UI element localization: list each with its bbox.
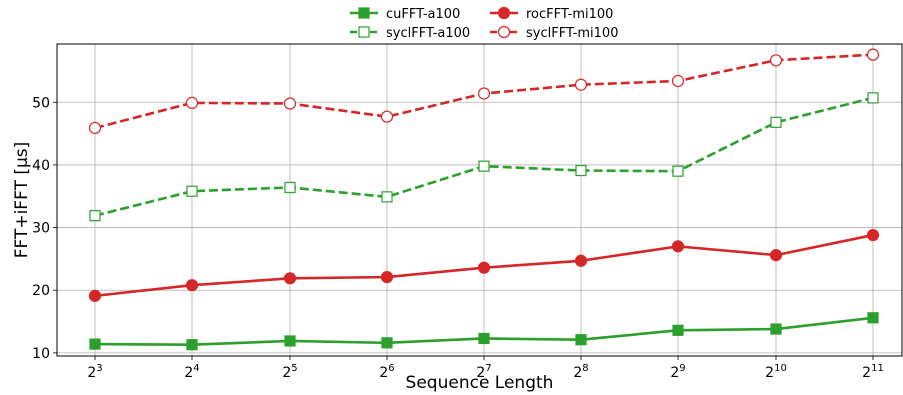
legend-item: cuFFT-a100 [350,7,460,22]
data-point [283,97,297,110]
data-point [867,92,879,104]
legend-item: rocFFT-mi100 [490,6,613,22]
series-cuFFT-a100 [89,312,879,351]
x-tick-label: 210 [765,363,787,381]
legend-marker [358,7,370,19]
x-tick-label: 27 [476,363,491,381]
data-point [284,181,296,194]
y-axis-ticks: 10 20 30 40 50 [32,95,57,362]
data-point [672,324,684,336]
x-axis-ticks: 23 24 25 26 27 28 29 210 211 [87,356,884,381]
data-point [88,289,102,302]
data-point [185,279,199,292]
legend-item: syclFFT-mi100 [490,25,618,41]
legend-marker [358,26,370,38]
y-tick-label: 10 [32,346,50,362]
x-tick-label: 29 [670,363,685,381]
y-tick-label: 20 [32,283,50,299]
data-point [284,335,296,347]
legend-item: syclFFT-a100 [350,26,470,41]
legend-marker [497,6,511,20]
data-point [574,78,588,91]
x-tick-label: 26 [379,363,394,381]
x-axis-label: Sequence Length [406,373,554,393]
data-point [671,240,685,253]
data-point [186,339,198,351]
series-layer [88,48,880,351]
y-tick-label: 50 [32,95,50,111]
data-point [574,254,588,267]
series-syclFFT-mi100 [88,48,880,135]
data-point [866,48,880,61]
data-point [88,121,102,135]
data-point [478,160,490,172]
data-point [477,87,491,100]
series-rocFFT-mi100 [88,228,880,302]
legend-label: rocFFT-mi100 [526,7,613,22]
x-tick-label: 24 [184,363,199,381]
data-point [283,272,297,285]
plot-area [56,43,903,357]
data-point [89,210,101,222]
x-tick-label: 25 [282,363,297,381]
legend: cuFFT-a100 syclFFT-a100 rocFFT-mi100 syclFF… [350,6,618,41]
x-tick-label: 211 [862,363,884,381]
data-point [769,249,783,262]
data-point [478,332,490,345]
x-tick-label: 23 [87,363,102,381]
data-point [770,116,782,128]
legend-marker [497,25,511,39]
data-point [186,185,198,197]
data-point [380,110,394,123]
data-point [89,338,101,350]
data-point [185,96,199,109]
data-point [770,323,782,335]
data-point [672,165,684,177]
data-point [477,261,491,274]
series-syclFFT-a100 [89,92,879,222]
x-tick-label: 28 [573,363,588,381]
legend-label: syclFFT-mi100 [526,26,618,41]
data-point [671,74,685,88]
data-point [575,164,587,177]
data-point [380,270,394,284]
data-point [867,312,879,324]
y-tick-label: 30 [32,221,50,237]
data-point [575,334,587,346]
legend-label: cuFFT-a100 [386,7,460,22]
legend-label: syclFFT-a100 [386,26,470,41]
y-axis-label: FFT+iFFT [µs] [12,142,32,259]
data-point [866,228,880,242]
y-tick-label: 40 [32,158,50,174]
data-point [381,191,393,203]
data-point [381,337,393,349]
data-point [769,54,783,67]
